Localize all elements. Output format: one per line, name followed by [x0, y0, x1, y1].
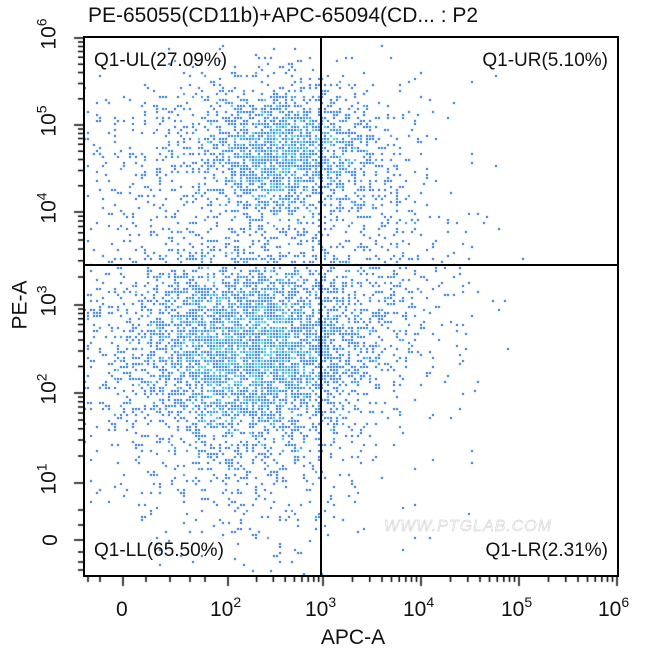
quadrant-label-ul: Q1-UL(27.09%): [94, 50, 228, 71]
x-tick-label: 102: [210, 594, 242, 621]
y-tick-label: 103: [33, 285, 61, 317]
x-tick-label: 103: [305, 594, 337, 621]
quadrant-gate-vertical[interactable]: [320, 37, 322, 576]
y-axis-label: PE-A: [8, 280, 32, 330]
quadrant-label-ll: Q1-LL(65.50%): [94, 540, 224, 561]
chart-title: PE-65055(CD11b)+APC-65094(CD... : P2: [88, 4, 479, 27]
y-tick-label: 101: [33, 463, 61, 495]
x-axis-label: APC-A: [320, 626, 386, 649]
y-tick-label: 104: [33, 192, 61, 224]
quadrant-gate-horizontal[interactable]: [84, 264, 618, 266]
x-tick-label: 0: [116, 598, 128, 621]
y-tick-label: 105: [33, 105, 61, 137]
watermark-text: WWW.PTGLAB.COM: [384, 518, 553, 535]
quadrant-label-ur: Q1-UR(5.10%): [482, 50, 608, 71]
y-tick-label: 102: [33, 373, 61, 405]
x-tick-label: 105: [501, 594, 533, 621]
y-tick-label: 106: [33, 18, 61, 50]
x-tick-label: 106: [598, 594, 630, 621]
quadrant-label-lr: Q1-LR(2.31%): [485, 540, 609, 561]
y-tick-label: 0: [38, 534, 62, 546]
x-tick-label: 104: [403, 594, 435, 621]
